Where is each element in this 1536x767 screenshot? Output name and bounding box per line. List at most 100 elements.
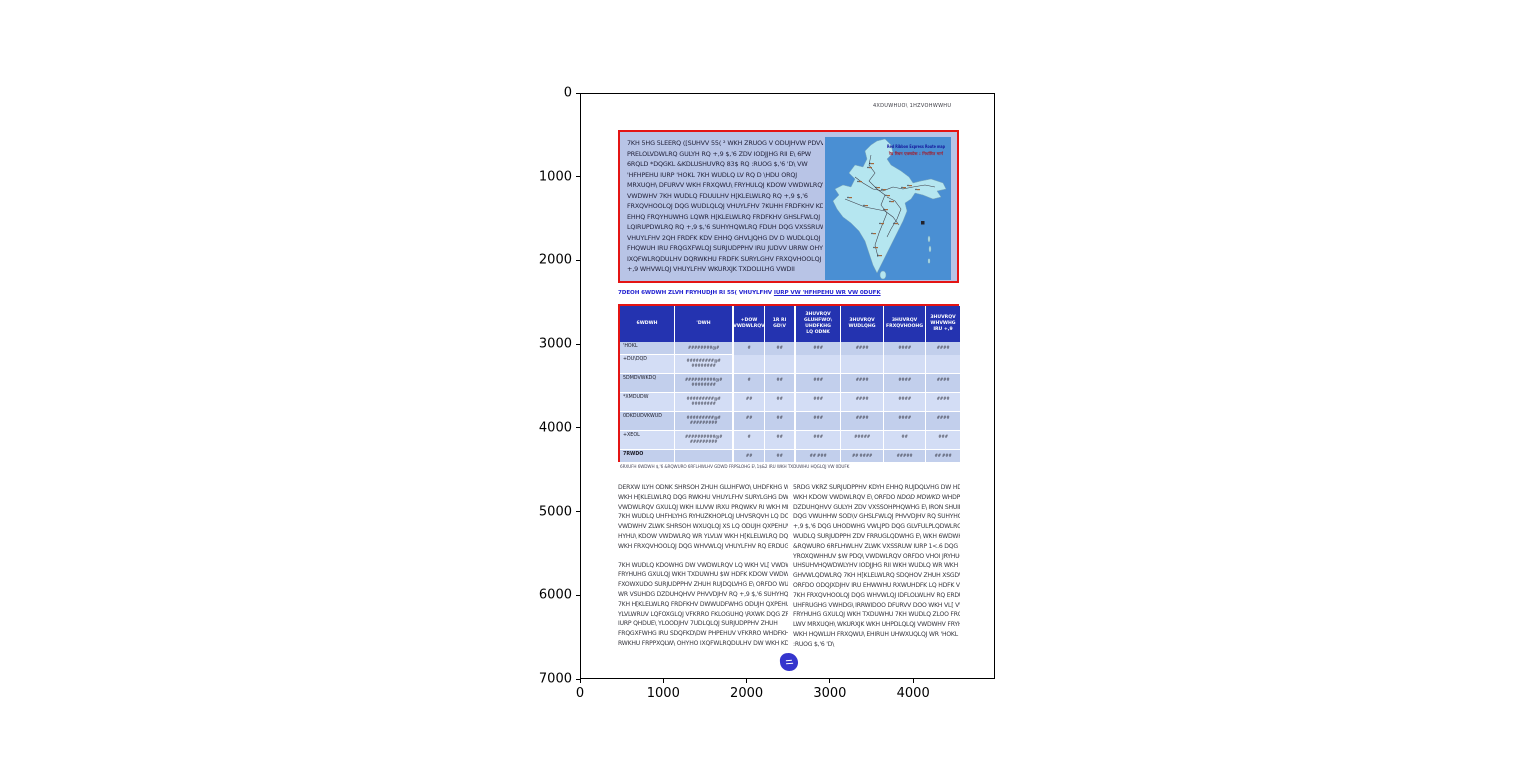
station-label xyxy=(859,181,862,183)
y-tick-mark xyxy=(576,427,580,429)
station-dot xyxy=(873,246,875,249)
table-value-cell: #### xyxy=(926,412,961,431)
table-row-label: 0DKDUDVKWUD xyxy=(620,412,675,431)
table-value-cell: # xyxy=(734,431,765,450)
station-dot xyxy=(883,208,885,211)
station-label xyxy=(849,197,852,199)
station-dot xyxy=(863,204,865,207)
station-dot xyxy=(867,166,869,169)
table-value-cell: ## xyxy=(884,431,926,450)
station-dot xyxy=(885,194,887,197)
body-text-line: WKH HQWLUH FRXQWU\ EHIRUH UHWXUQLQJ WR '… xyxy=(793,630,960,638)
body-text-line: FXOWXUDO SURJUDPPHV ZHUH RUJDQLVHG E\ OR… xyxy=(618,581,788,589)
page-header-text: 4XDUWHUO\ 1HZVOHWWHU ­ ­ ­ xyxy=(872,103,957,109)
y-tick-mark xyxy=(576,176,580,178)
intro-text-line: 'HFHPEHU IURP 'HOKL 7KH WUDLQ LV RQ D \H… xyxy=(627,170,797,179)
map-title: Red Ribbon Express Route map xyxy=(887,144,945,149)
table-value-cell: ## ### xyxy=(926,450,961,462)
intro-text-line: VHUYLFHV 2QH FRDFK KDV EHHQ GHVLJQHG DV … xyxy=(627,233,821,242)
body-text-line: WUDLQ SURJUDPPH ZDV FRRUGLQDWHG E\ WKH 6… xyxy=(793,532,960,540)
body-text-line: FRYHUHG GXULQJ WKH TXDUWHU $W HDFK KDOW … xyxy=(618,571,788,579)
map-subtitle: रेड रिबन एक्सप्रेस : निर्धारित मार्ग xyxy=(888,151,944,156)
table-value-cell: ## xyxy=(734,412,765,431)
table-value-cell xyxy=(926,355,961,374)
route-line xyxy=(844,198,900,226)
intro-text-line: FRXQVHOOLQJ DQG WUDLQLQJ VHUYLFHV 7KUHH … xyxy=(627,202,823,210)
table-value-cell: #### xyxy=(841,393,884,412)
x-tick-label: 4000 xyxy=(896,686,930,701)
body-text-line: DERXW ILYH ODNK SHRSOH ZHUH GLUHFWO\ UHD… xyxy=(618,484,788,491)
intro-text-line: 6RQLD *DQGKL &KDLUSHUVRQ 83$ RQ :RUOG $,… xyxy=(627,160,808,168)
station-label xyxy=(877,187,880,189)
body-column-left: DERXW ILYH ODNK SHRSOH ZHUH GLUHFWO\ UHD… xyxy=(618,483,788,659)
island xyxy=(927,235,931,243)
intro-text-line: PRELOLVDWLRQ GULYH RQ +,9 $,'6 ZDV IODJJ… xyxy=(627,149,811,158)
y-tick-mark xyxy=(576,594,580,596)
station-label xyxy=(881,223,884,225)
table-header-cell: 3HUVRQV WHVWHG IRU +,9 xyxy=(926,306,961,342)
body-text-line: FRYHUHG GXULQJ WKH TXDUWHU 7KH WUDLQ ZLO… xyxy=(793,611,960,619)
body-text-line: DQG VWUHHW SOD\V GHSLFWLQJ PHVVDJHV RQ S… xyxy=(793,513,960,521)
station-label xyxy=(917,189,920,191)
document-page: 4XDUWHUO\ 1HZVOHWWHU ­ ­ ­ 7KH 5HG 5LEER… xyxy=(581,94,994,678)
table-value-cell: ## xyxy=(765,412,796,431)
station-dot xyxy=(901,186,903,189)
table-value-cell: ### xyxy=(926,431,961,450)
body-text-line: WR VSUHDG DZDUHQHVV PHVVDJHV RQ +,9 $,'6… xyxy=(618,590,788,598)
intro-text-line: MRXUQH\ DFURVV WKH FRXQWU\ FRYHULQJ KDOW… xyxy=(627,181,823,189)
station-label xyxy=(887,195,890,197)
station-dot xyxy=(881,188,883,191)
table-value-cell: ### xyxy=(796,342,841,355)
table-value-cell xyxy=(841,355,884,374)
station-label xyxy=(871,163,874,165)
coverage-table: 6WDWH 'DWH +DOW VWDWLRQV 1R RI GD\V 3HUVRQV GLU… xyxy=(618,304,961,462)
table-value-cell: #### xyxy=(841,412,884,431)
body-text-line: DZDUHQHVV GULYH ZDV VXSSOHPHQWHG E\ IRON… xyxy=(793,503,960,511)
y-tick-label: 1000 xyxy=(538,169,572,185)
table-header-cell: 'DWH xyxy=(675,306,734,342)
intro-text-line: LQIRUPDWLRQ RQ +,9 $,'6 SUHYHQWLRQ FDUH … xyxy=(627,223,823,231)
table-value-cell: ## xyxy=(765,342,796,355)
table-value-cell: ## xyxy=(765,431,796,450)
island xyxy=(927,258,931,264)
station-label xyxy=(875,247,878,249)
india-landmass xyxy=(832,138,947,274)
y-tick-label: 5000 xyxy=(538,504,572,520)
table-value-cell: ## #### xyxy=(841,450,884,462)
y-tick-label: 4000 xyxy=(538,420,572,436)
table-date-cell: ##########@# ######### xyxy=(675,431,734,450)
y-tick-label: 7000 xyxy=(538,671,572,687)
body-text-line: UHSUHVHQWDWLYHV IODJJHG RII WKH WUDLQ WR… xyxy=(793,562,960,570)
body-text-line: IURP QHDUE\ YLOODJHV 7UDLQLQJ SURJUDPPHV… xyxy=(618,620,778,628)
x-tick-label: 3000 xyxy=(813,686,847,701)
y-tick-label: 0 xyxy=(563,85,572,101)
table-value-cell: # xyxy=(734,342,765,355)
intro-text: 7KH 5HG 5LEERQ ([SUHVV 55( ² WKH ZRUOG V… xyxy=(627,138,823,278)
body-text-line: +,9 $,'6 DQG UHODWHG VWLJPD DQG GLVFULPL… xyxy=(793,523,960,531)
x-tick-mark xyxy=(746,679,748,683)
table-value-cell xyxy=(796,355,841,374)
body-text-line: ORFDO ODQJXDJHV IRU EHWWHU RXWUHDFK LQ H… xyxy=(793,581,960,589)
table-footnote: 6RXUFH 6WDWH $,'6 &RQWURO 6RFLHWLHV GDWD… xyxy=(620,464,850,469)
table-row-label: +XEOL xyxy=(620,431,675,450)
intro-text-line: VWDWHV 7KH WUDLQ FDUULHV H[KLELWLRQ RQ +… xyxy=(627,191,808,200)
body-text-line: UHFRUGHG VWHDG\ IRRWIDOO DFURVV DOO WKH … xyxy=(793,601,960,609)
table-row-label: 5DMDVWKDQ xyxy=(620,374,675,393)
station-dot xyxy=(869,162,871,165)
station-dot xyxy=(915,188,917,191)
station-label xyxy=(883,189,886,191)
x-tick-mark xyxy=(912,679,914,683)
route-line xyxy=(886,196,902,238)
table-header-cell: 3HUVRQV WUDLQHG xyxy=(841,306,884,342)
caption-underlined-text: IURP VW 'HFHPEHU WR VW 0DUFK xyxy=(773,290,881,296)
station-label xyxy=(873,233,876,235)
table-value-cell: ### xyxy=(796,412,841,431)
x-tick-mark xyxy=(829,679,831,683)
body-text-line: YLVLWRUV LQFOXGLQJ VFKRRO FKLOGUHQ \RXWK… xyxy=(618,610,788,618)
table-row-label: 7RWDO xyxy=(620,450,675,462)
body-text-line: :RUOG $,'6 'D\ xyxy=(793,640,835,648)
table-value-cell: #### xyxy=(884,342,926,355)
table-value-cell: #### xyxy=(841,374,884,393)
table-row-label: +DU\DQD xyxy=(620,355,675,374)
body-text-line: GHVWLQDWLRQ 7KH H[KLELWLRQ SDQHOV ZHUH X… xyxy=(793,572,960,580)
